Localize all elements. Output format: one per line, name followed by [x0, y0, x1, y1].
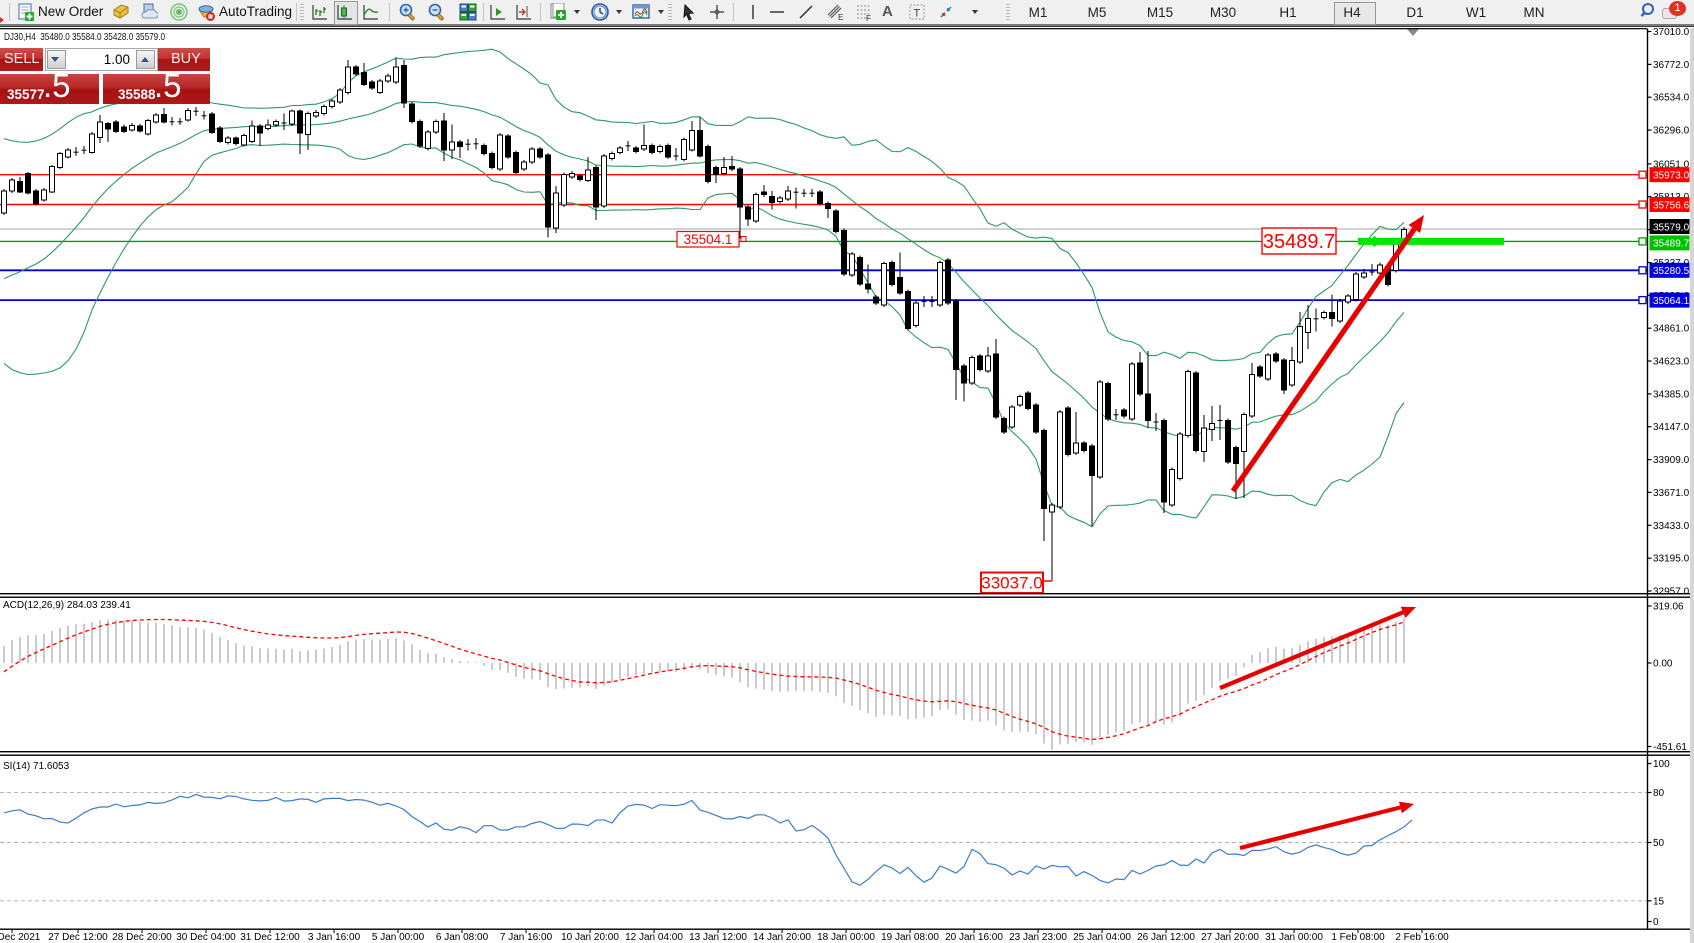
- svg-text:0.00: 0.00: [1653, 659, 1673, 670]
- svg-text:0: 0: [1653, 917, 1659, 928]
- svg-text:35756.6: 35756.6: [1653, 200, 1690, 211]
- svg-text:5 Jan 00:00: 5 Jan 00:00: [372, 932, 425, 943]
- svg-text:33909.0: 33909.0: [1653, 455, 1690, 466]
- svg-text:34147.0: 34147.0: [1653, 422, 1690, 433]
- svg-text:ACD(12,26,9) 284.03 239.41: ACD(12,26,9) 284.03 239.41: [3, 600, 131, 611]
- svg-text:13 Jan 12:00: 13 Jan 12:00: [689, 932, 747, 943]
- svg-text:27 Jan 20:00: 27 Jan 20:00: [1201, 932, 1259, 943]
- svg-text:36296.0: 36296.0: [1653, 126, 1690, 137]
- svg-text:35489.7: 35489.7: [1653, 239, 1690, 250]
- svg-text:33433.0: 33433.0: [1653, 521, 1690, 532]
- svg-text:35064.1: 35064.1: [1653, 296, 1690, 307]
- svg-text:DJ30,H4 35480.0 35584.0 35428: DJ30,H4 35480.0 35584.0 35428.0 35579.0: [4, 31, 165, 43]
- svg-text:50: 50: [1653, 838, 1665, 849]
- svg-text:34861.0: 34861.0: [1653, 324, 1690, 335]
- svg-text:3 Jan 16:00: 3 Jan 16:00: [308, 932, 361, 943]
- svg-text:35489.7: 35489.7: [1263, 231, 1335, 253]
- svg-text:12 Jan 04:00: 12 Jan 04:00: [625, 932, 683, 943]
- svg-text:31 Dec 12:00: 31 Dec 12:00: [240, 932, 300, 943]
- svg-text:35504.1: 35504.1: [684, 232, 733, 247]
- svg-text:319.06: 319.06: [1653, 602, 1684, 613]
- svg-text:SI(14) 71.6053: SI(14) 71.6053: [3, 761, 70, 772]
- svg-text:23 Jan 23:00: 23 Jan 23:00: [1009, 932, 1067, 943]
- svg-text:1 Feb 08:00: 1 Feb 08:00: [1331, 932, 1385, 943]
- svg-text:10 Jan 20:00: 10 Jan 20:00: [561, 932, 619, 943]
- svg-text:15: 15: [1653, 896, 1665, 907]
- svg-text:36534.0: 36534.0: [1653, 93, 1690, 104]
- svg-text:36051.0: 36051.0: [1653, 159, 1690, 170]
- svg-text:26 Dec 2021: 26 Dec 2021: [0, 932, 41, 943]
- svg-text:33195.0: 33195.0: [1653, 554, 1690, 565]
- svg-text:T: T: [914, 8, 921, 20]
- svg-text:32957.0: 32957.0: [1653, 587, 1690, 598]
- svg-text:35280.5: 35280.5: [1653, 266, 1690, 277]
- svg-text:F: F: [866, 14, 871, 23]
- svg-text:27 Dec 12:00: 27 Dec 12:00: [48, 932, 108, 943]
- svg-text:35973.0: 35973.0: [1653, 171, 1690, 182]
- svg-text:2 Feb 16:00: 2 Feb 16:00: [1395, 932, 1449, 943]
- svg-text:30 Dec 04:00: 30 Dec 04:00: [176, 932, 236, 943]
- svg-text:6 Jan 08:00: 6 Jan 08:00: [436, 932, 489, 943]
- svg-text:28 Dec 20:00: 28 Dec 20:00: [112, 932, 172, 943]
- svg-text:19 Jan 08:00: 19 Jan 08:00: [881, 932, 939, 943]
- svg-text:35579.0: 35579.0: [1653, 222, 1690, 233]
- svg-text:33037.0: 33037.0: [981, 574, 1042, 593]
- svg-text:34623.0: 34623.0: [1653, 357, 1690, 368]
- svg-text:-451.61: -451.61: [1653, 742, 1687, 753]
- svg-text:80: 80: [1653, 788, 1665, 799]
- svg-text:31 Jan 00:00: 31 Jan 00:00: [1265, 932, 1323, 943]
- svg-text:34385.0: 34385.0: [1653, 389, 1690, 400]
- svg-text:E: E: [838, 13, 843, 22]
- svg-text:26 Jan 12:00: 26 Jan 12:00: [1137, 932, 1195, 943]
- svg-text:20 Jan 16:00: 20 Jan 16:00: [945, 932, 1003, 943]
- svg-text:18 Jan 00:00: 18 Jan 00:00: [817, 932, 875, 943]
- svg-text:36772.0: 36772.0: [1653, 60, 1690, 71]
- svg-text:14 Jan 20:00: 14 Jan 20:00: [753, 932, 811, 943]
- svg-text:100: 100: [1653, 759, 1670, 770]
- svg-text:37010.0: 37010.0: [1653, 27, 1690, 38]
- svg-text:7 Jan 16:00: 7 Jan 16:00: [500, 932, 553, 943]
- svg-text:25 Jan 04:00: 25 Jan 04:00: [1073, 932, 1131, 943]
- svg-text:33671.0: 33671.0: [1653, 488, 1690, 499]
